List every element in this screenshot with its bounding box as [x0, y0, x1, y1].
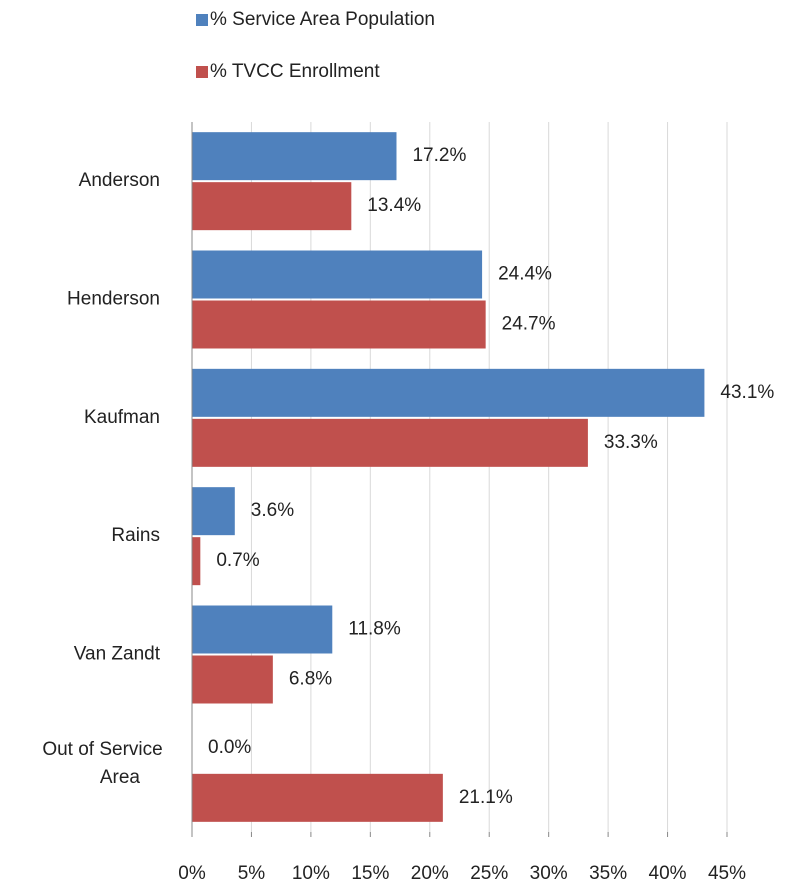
bar	[192, 605, 333, 654]
y-tick-label: Kaufman	[84, 407, 160, 428]
value-label: 0.7%	[216, 550, 259, 571]
bar	[192, 368, 705, 417]
y-tick-label: Rains	[111, 525, 160, 546]
value-label: 24.4%	[498, 264, 552, 285]
value-label: 0.0%	[208, 737, 251, 758]
bar	[192, 773, 443, 822]
legend-swatch	[196, 14, 208, 26]
x-tick-label: 40%	[649, 863, 687, 884]
x-tick-label: 15%	[351, 863, 389, 884]
x-tick-label: 0%	[178, 863, 206, 884]
x-tick-label: 45%	[708, 863, 746, 884]
value-label: 21.1%	[459, 787, 513, 808]
bar	[192, 250, 483, 299]
y-tick-label: Henderson	[67, 289, 160, 310]
y-tick-label: Out of Service Area	[42, 739, 168, 788]
x-tick-label: 20%	[411, 863, 449, 884]
bar	[192, 182, 352, 231]
legend-label: % TVCC Enrollment	[210, 61, 380, 82]
value-label: 33.3%	[604, 432, 658, 453]
x-tick-label: 35%	[589, 863, 627, 884]
bar	[192, 418, 588, 467]
x-tick-label: 25%	[470, 863, 508, 884]
bar	[192, 132, 397, 181]
bar	[192, 300, 486, 349]
value-label: 13.4%	[367, 195, 421, 216]
legend-label: % Service Area Population	[210, 9, 435, 30]
value-label: 43.1%	[720, 382, 774, 403]
bar	[192, 487, 235, 536]
bar	[192, 537, 201, 586]
y-tick-label: Van Zandt	[74, 644, 161, 665]
value-label: 3.6%	[251, 500, 294, 521]
value-label: 11.8%	[348, 619, 401, 640]
value-label: 17.2%	[412, 145, 466, 166]
value-label: 24.7%	[502, 314, 556, 335]
legend-swatch	[196, 66, 208, 78]
value-label: 6.8%	[289, 669, 332, 690]
x-tick-label: 30%	[530, 863, 568, 884]
x-tick-label: 5%	[238, 863, 266, 884]
y-tick-label: Anderson	[79, 170, 160, 191]
x-tick-label: 10%	[292, 863, 330, 884]
bar	[192, 655, 273, 704]
